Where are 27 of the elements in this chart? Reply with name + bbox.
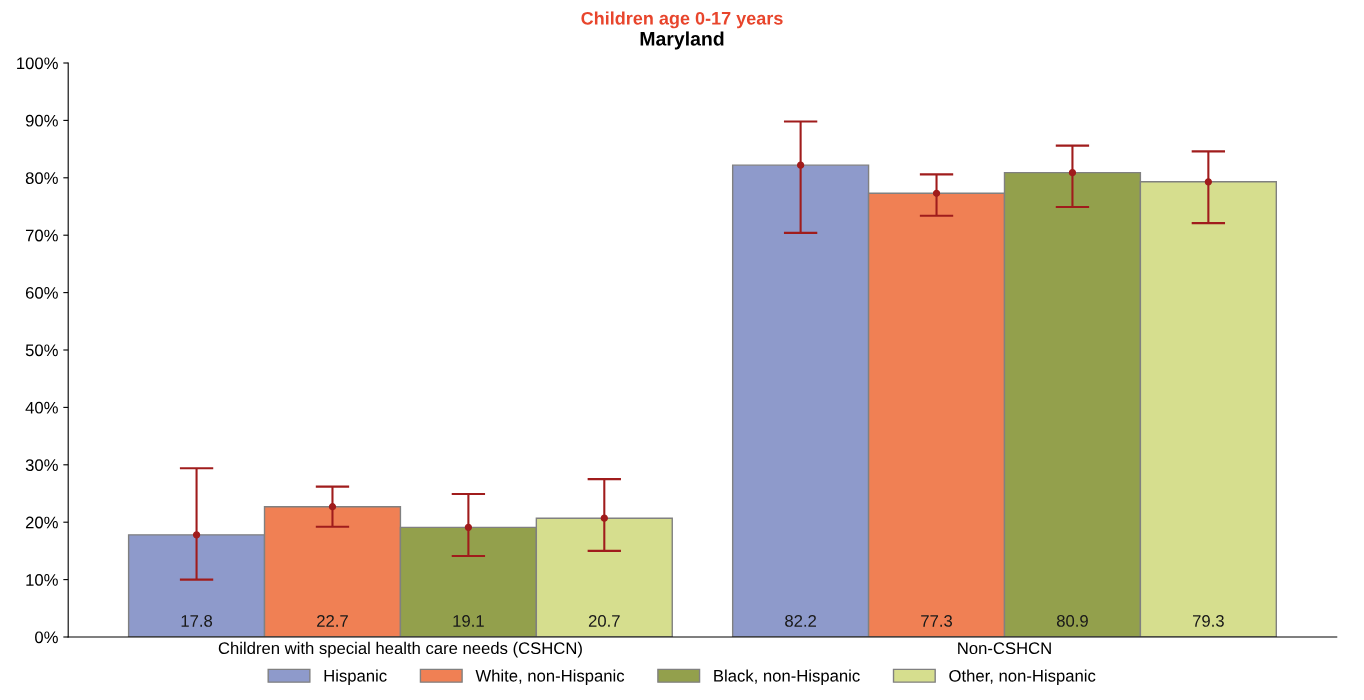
- y-tick-label: 30%: [25, 459, 58, 471]
- data-label: 17.8: [181, 615, 213, 627]
- y-tick-label: 80%: [25, 172, 58, 184]
- legend-label: White, non-Hispanic: [475, 669, 625, 685]
- y-tick-label: 10%: [26, 574, 58, 586]
- chart-subtitle: Maryland: [640, 31, 724, 50]
- legend-label: Black, non-Hispanic: [714, 669, 860, 685]
- y-tick-label: 20%: [25, 516, 58, 529]
- legend-label: Hispanic: [324, 669, 387, 685]
- data-label: 77.3: [921, 615, 953, 627]
- x-tick-label: Children with special health care needs (CSHCN): [218, 641, 582, 658]
- chart-title: Children age 0-17 years: [581, 11, 783, 29]
- data-label: 79.3: [1192, 615, 1224, 627]
- data-label: 20.7: [588, 615, 620, 627]
- y-tick-label: 50%: [25, 344, 58, 357]
- data-label: 82.2: [785, 615, 816, 627]
- y-tick-label: 90%: [25, 114, 58, 127]
- legend-label: Other, non-Hispanic: [949, 669, 1096, 685]
- y-tick-label: 0%: [35, 631, 58, 644]
- y-tick-label: 60%: [25, 287, 58, 299]
- data-label: 19.1: [453, 615, 484, 627]
- y-tick-label: 100%: [17, 57, 58, 70]
- data-label: 22.7: [317, 615, 348, 627]
- x-tick-label: Non-CSHCN: [958, 642, 1051, 655]
- y-tick-label: 70%: [25, 229, 58, 242]
- y-tick-label: 40%: [25, 401, 58, 414]
- data-label: 80.9: [1056, 615, 1088, 627]
